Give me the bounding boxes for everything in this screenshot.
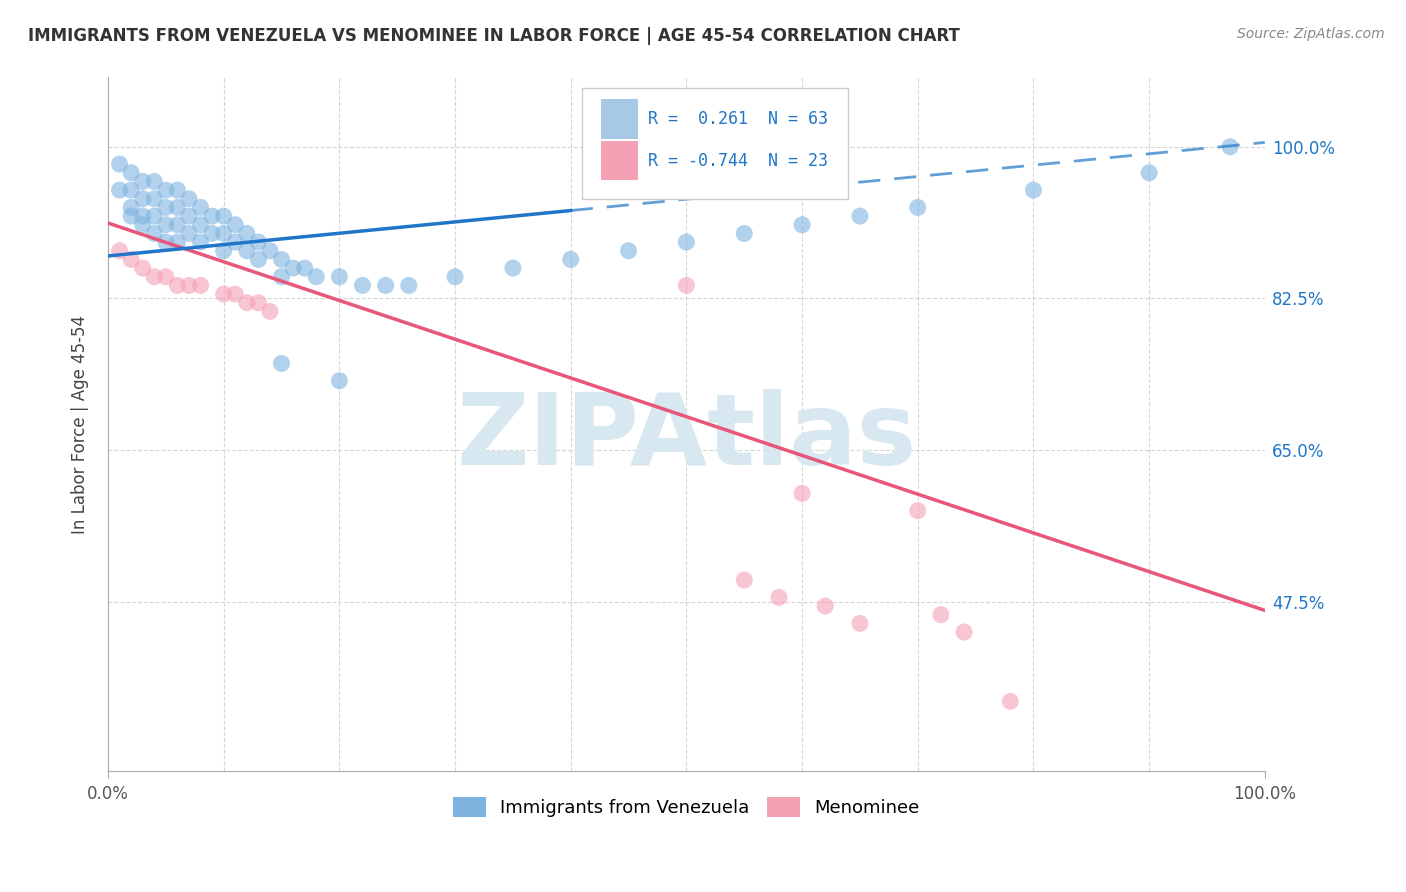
Point bbox=[177, 227, 200, 241]
Point bbox=[177, 209, 200, 223]
Point bbox=[560, 252, 582, 267]
Legend: Immigrants from Venezuela, Menominee: Immigrants from Venezuela, Menominee bbox=[446, 789, 927, 824]
Point bbox=[212, 287, 235, 301]
Point bbox=[166, 218, 188, 232]
Point bbox=[281, 261, 304, 276]
Point bbox=[120, 183, 142, 197]
Point bbox=[224, 218, 246, 232]
Point bbox=[120, 166, 142, 180]
Point bbox=[790, 486, 813, 500]
Point bbox=[212, 227, 235, 241]
Point bbox=[143, 227, 166, 241]
Point bbox=[1022, 183, 1045, 197]
Point bbox=[768, 591, 790, 605]
Point bbox=[849, 616, 872, 631]
Point bbox=[907, 504, 929, 518]
Text: Source: ZipAtlas.com: Source: ZipAtlas.com bbox=[1237, 27, 1385, 41]
Point bbox=[907, 201, 929, 215]
Text: R = -0.744  N = 23: R = -0.744 N = 23 bbox=[648, 152, 828, 169]
FancyBboxPatch shape bbox=[600, 99, 638, 139]
Point bbox=[790, 218, 813, 232]
Point bbox=[675, 235, 697, 249]
Point bbox=[143, 192, 166, 206]
Point bbox=[352, 278, 374, 293]
Point bbox=[259, 244, 281, 258]
Point bbox=[374, 278, 396, 293]
Point bbox=[143, 269, 166, 284]
Point bbox=[849, 209, 872, 223]
Text: ZIPAtlas: ZIPAtlas bbox=[457, 390, 917, 486]
Point bbox=[733, 573, 755, 587]
Point bbox=[247, 235, 270, 249]
Point bbox=[155, 201, 177, 215]
Point bbox=[328, 374, 350, 388]
Point bbox=[247, 295, 270, 310]
Point bbox=[398, 278, 420, 293]
Point bbox=[224, 287, 246, 301]
Point bbox=[270, 356, 292, 370]
Point bbox=[108, 244, 131, 258]
Point bbox=[814, 599, 837, 613]
Point bbox=[120, 252, 142, 267]
Point bbox=[131, 192, 153, 206]
Point bbox=[444, 269, 467, 284]
Point bbox=[190, 235, 212, 249]
Point bbox=[155, 269, 177, 284]
Point bbox=[1137, 166, 1160, 180]
Point bbox=[270, 269, 292, 284]
Point bbox=[131, 261, 153, 276]
Point bbox=[270, 252, 292, 267]
Point bbox=[201, 227, 224, 241]
Point bbox=[131, 209, 153, 223]
FancyBboxPatch shape bbox=[582, 87, 848, 199]
Text: IMMIGRANTS FROM VENEZUELA VS MENOMINEE IN LABOR FORCE | AGE 45-54 CORRELATION CH: IMMIGRANTS FROM VENEZUELA VS MENOMINEE I… bbox=[28, 27, 960, 45]
Point bbox=[953, 625, 976, 640]
Point bbox=[155, 218, 177, 232]
Point bbox=[166, 183, 188, 197]
Point bbox=[212, 209, 235, 223]
Point bbox=[177, 278, 200, 293]
Point bbox=[294, 261, 316, 276]
Point bbox=[236, 244, 259, 258]
Point bbox=[177, 192, 200, 206]
Point bbox=[247, 252, 270, 267]
Point bbox=[166, 235, 188, 249]
Point bbox=[236, 295, 259, 310]
Point bbox=[108, 183, 131, 197]
Y-axis label: In Labor Force | Age 45-54: In Labor Force | Age 45-54 bbox=[72, 315, 89, 533]
Point bbox=[166, 278, 188, 293]
Point bbox=[929, 607, 952, 622]
Point bbox=[131, 218, 153, 232]
Text: R =  0.261  N = 63: R = 0.261 N = 63 bbox=[648, 110, 828, 128]
Point bbox=[120, 209, 142, 223]
Point bbox=[131, 174, 153, 188]
Point bbox=[108, 157, 131, 171]
Point bbox=[1219, 140, 1241, 154]
Point bbox=[236, 227, 259, 241]
Point bbox=[155, 183, 177, 197]
Point bbox=[190, 201, 212, 215]
Point bbox=[675, 278, 697, 293]
FancyBboxPatch shape bbox=[600, 141, 638, 180]
Point bbox=[190, 218, 212, 232]
Point bbox=[155, 235, 177, 249]
Point bbox=[212, 244, 235, 258]
Point bbox=[502, 261, 524, 276]
Point bbox=[305, 269, 328, 284]
Point bbox=[166, 201, 188, 215]
Point bbox=[143, 209, 166, 223]
Point bbox=[328, 269, 350, 284]
Point bbox=[224, 235, 246, 249]
Point bbox=[143, 174, 166, 188]
Point bbox=[190, 278, 212, 293]
Point bbox=[733, 227, 755, 241]
Point bbox=[617, 244, 640, 258]
Point bbox=[259, 304, 281, 318]
Point bbox=[201, 209, 224, 223]
Point bbox=[1000, 694, 1022, 708]
Point bbox=[120, 201, 142, 215]
